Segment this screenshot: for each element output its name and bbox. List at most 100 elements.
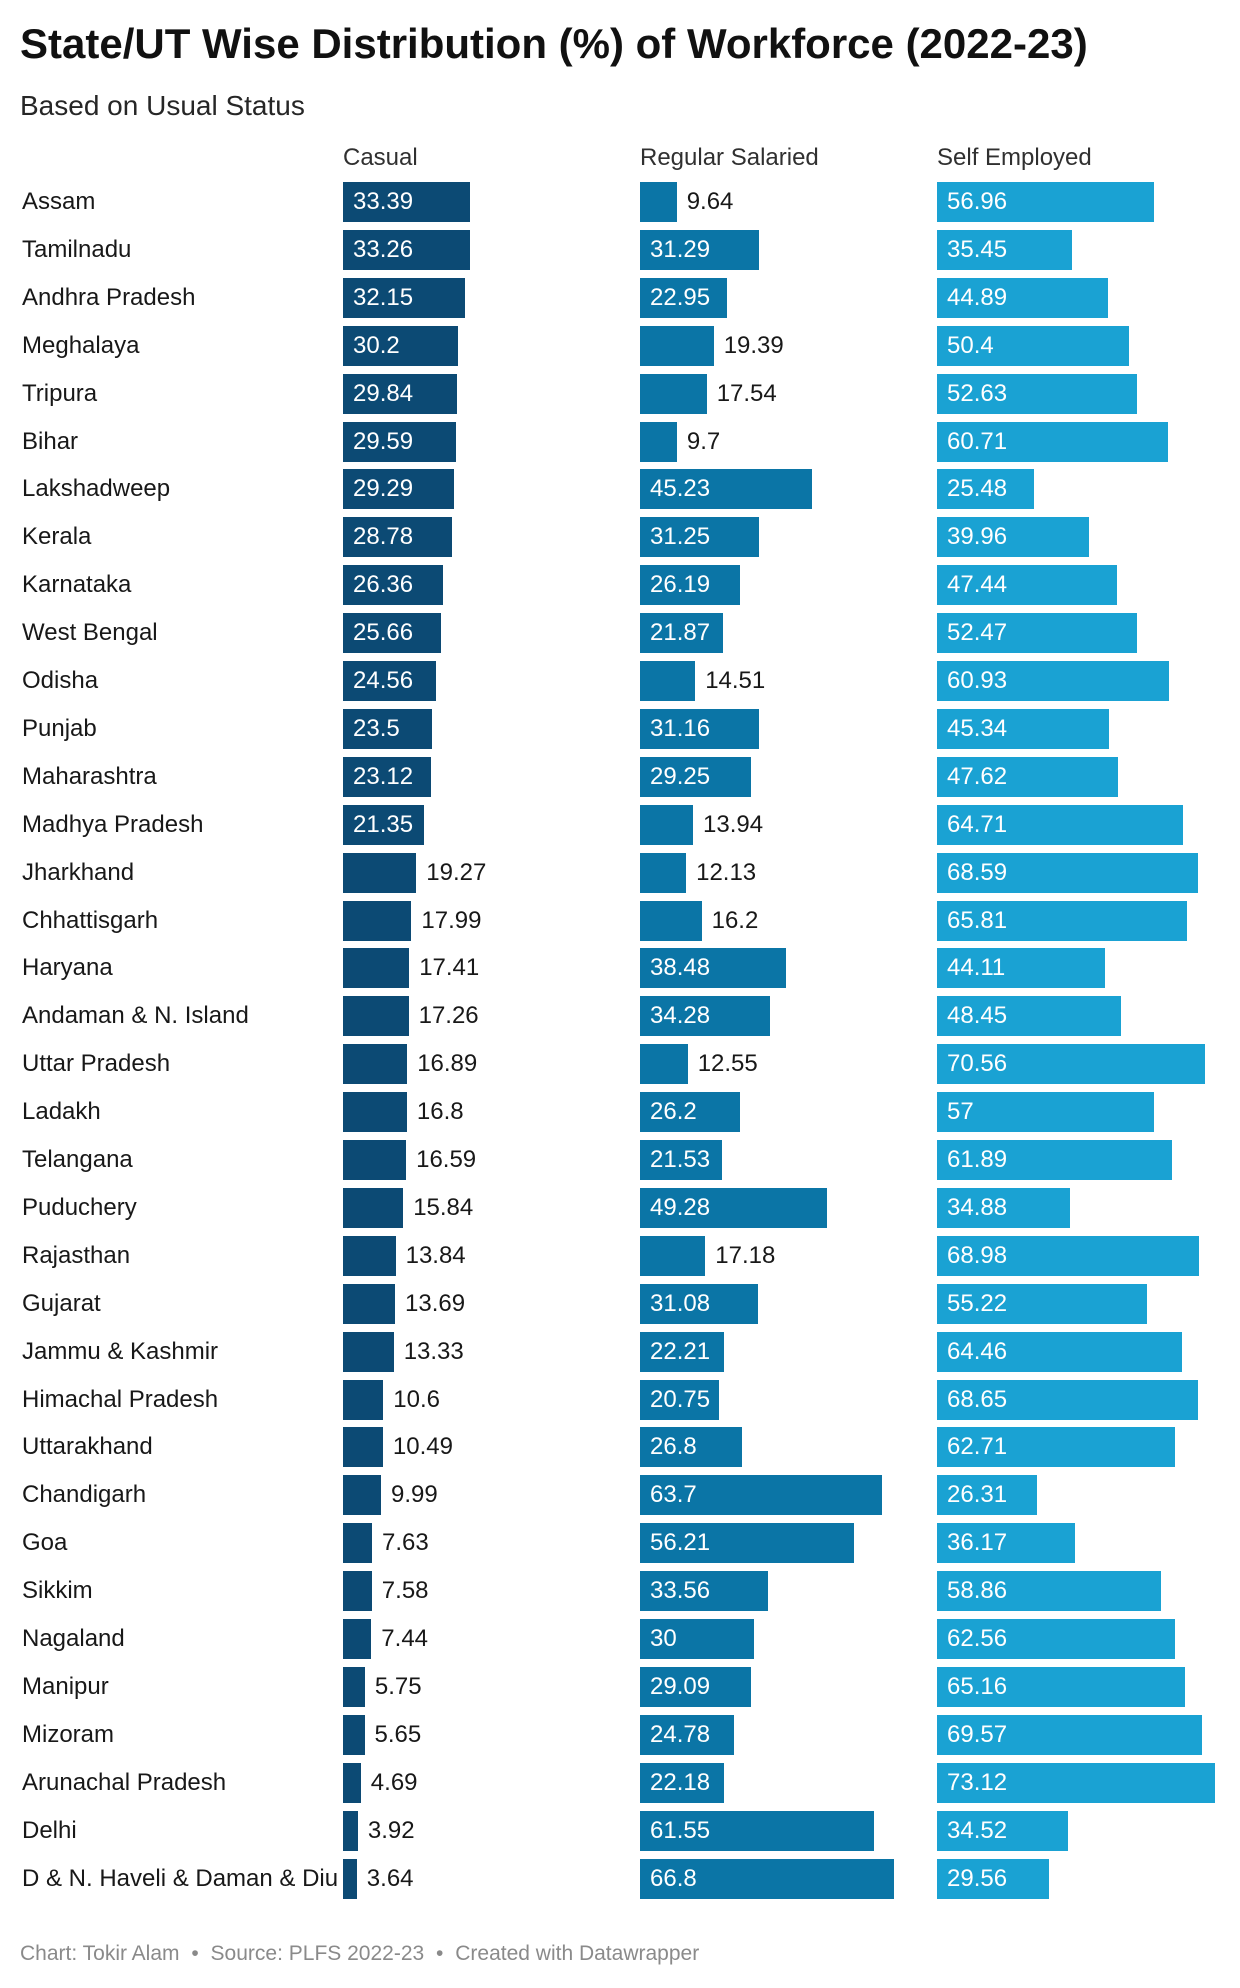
category-label: Karnataka [22,571,132,599]
data-label-casual: 16.8 [416,1098,464,1126]
bar-casual [343,1619,372,1659]
bar-casual [343,565,444,606]
data-label-casual: 7.58 [381,1577,429,1605]
category-label: D & N. Haveli & Daman & Diu [22,1864,339,1892]
data-label-casual: 5.65 [374,1720,422,1748]
data-label-casual: 29.59 [353,427,414,455]
bar-self-employed [937,708,1110,749]
bar-regular-salaried [640,182,677,222]
category-label: Lakshadweep [22,475,171,503]
data-label-regular-salaried: 49.28 [650,1193,711,1221]
data-label-self-employed: 52.63 [947,379,1008,407]
bar-regular-salaried [640,804,693,845]
data-label-regular-salaried: 17.54 [716,379,777,407]
bar-casual [343,517,453,558]
bar-regular-salaried [640,1427,742,1468]
category-label: Nagaland [22,1625,125,1652]
bar-regular-salaried [640,1283,759,1324]
category-label: Rajasthan [22,1241,131,1269]
bar-regular-salaried [640,1140,722,1180]
bar-casual [343,1571,372,1612]
data-label-self-employed: 65.16 [947,1672,1008,1700]
bar-casual [343,900,412,941]
data-label-casual: 33.39 [353,188,414,215]
bar-self-employed [937,1235,1200,1276]
category-label: Goa [22,1529,68,1557]
data-label-casual: 5.75 [374,1672,422,1700]
bar-regular-salaried [640,517,759,558]
bar-casual [343,708,433,749]
category-label: Andhra Pradesh [22,283,196,311]
category-label: Jammu & Kashmir [22,1337,219,1365]
data-label-self-employed: 62.56 [947,1625,1008,1652]
bar-self-employed [937,1283,1147,1324]
data-label-regular-salaried: 31.29 [650,235,711,263]
bar-self-employed [937,852,1198,893]
data-label-regular-salaried: 19.39 [723,331,784,359]
bar-casual [343,1092,407,1133]
bar-casual [343,1283,395,1324]
chart-subtitle: Based on Usual Status [20,90,305,121]
bar-self-employed [937,996,1122,1037]
data-label-regular-salaried: 31.16 [650,714,711,742]
bar-self-employed [937,661,1169,701]
bar-casual [343,1475,381,1516]
bar-self-employed [937,182,1154,222]
data-label-self-employed: 36.17 [947,1529,1008,1557]
bar-regular-salaried [640,373,707,414]
bar-self-employed [937,900,1188,941]
data-label-self-employed: 44.11 [947,954,1006,982]
data-label-casual: 29.84 [353,379,414,407]
category-label: Meghalaya [22,331,140,359]
data-label-casual: 16.89 [417,1050,478,1078]
bar-self-employed [937,1714,1202,1755]
bar-self-employed [937,325,1129,366]
bar-self-employed [937,565,1118,606]
data-label-self-employed: 26.31 [947,1481,1008,1509]
data-label-self-employed: 45.34 [947,714,1008,742]
bar-self-employed [937,756,1118,797]
bar-casual [343,1235,396,1276]
data-label-casual: 17.26 [418,1002,479,1030]
bar-regular-salaried [640,421,677,462]
bar-regular-salaried [640,708,759,749]
bar-self-employed [937,229,1072,270]
bar-regular-salaried [640,1187,828,1228]
data-label-casual: 13.33 [403,1337,464,1365]
category-label: Uttarakhand [22,1433,153,1461]
data-label-self-employed: 47.44 [947,571,1008,599]
bar-casual [343,613,441,654]
data-label-self-employed: 60.71 [947,427,1008,455]
bar-self-employed [937,469,1034,510]
data-label-casual: 13.84 [405,1241,466,1269]
category-label: Ladakh [22,1098,101,1126]
data-label-regular-salaried: 29.09 [650,1672,711,1700]
data-label-self-employed: 57 [947,1098,974,1126]
data-label-self-employed: 48.45 [947,1002,1008,1030]
data-label-regular-salaried: 13.94 [703,810,764,838]
data-label-self-employed: 68.98 [947,1241,1008,1269]
data-label-self-employed: 68.59 [947,858,1008,886]
data-label-regular-salaried: 31.08 [650,1289,711,1317]
data-label-casual: 9.99 [391,1481,438,1509]
data-label-casual: 23.5 [353,714,400,742]
category-label: Kerala [22,523,92,551]
bar-chart: Casual Regular Salaried Self Employed Assam… [0,140,1240,1910]
bar-casual [343,948,410,989]
data-label-self-employed: 29.56 [947,1864,1008,1892]
footer-source: Source: PLFS 2022-23 [210,1942,425,1965]
data-label-casual: 10.6 [393,1385,441,1413]
bar-casual [343,1187,404,1228]
bar-casual [343,996,409,1037]
data-label-regular-salaried: 31.25 [650,523,711,551]
bar-casual [343,1044,408,1085]
data-label-regular-salaried: 21.87 [650,619,711,647]
bar-self-employed [937,1666,1185,1707]
bar-regular-salaried [640,1523,854,1564]
footer-author: Chart: Tokir Alam [20,1942,180,1965]
category-label: Himachal Pradesh [22,1385,219,1413]
category-label: Jharkhand [22,858,135,886]
data-label-self-employed: 35.45 [947,235,1008,263]
bar-self-employed [937,1044,1206,1085]
series-header-casual: Casual [343,144,418,171]
